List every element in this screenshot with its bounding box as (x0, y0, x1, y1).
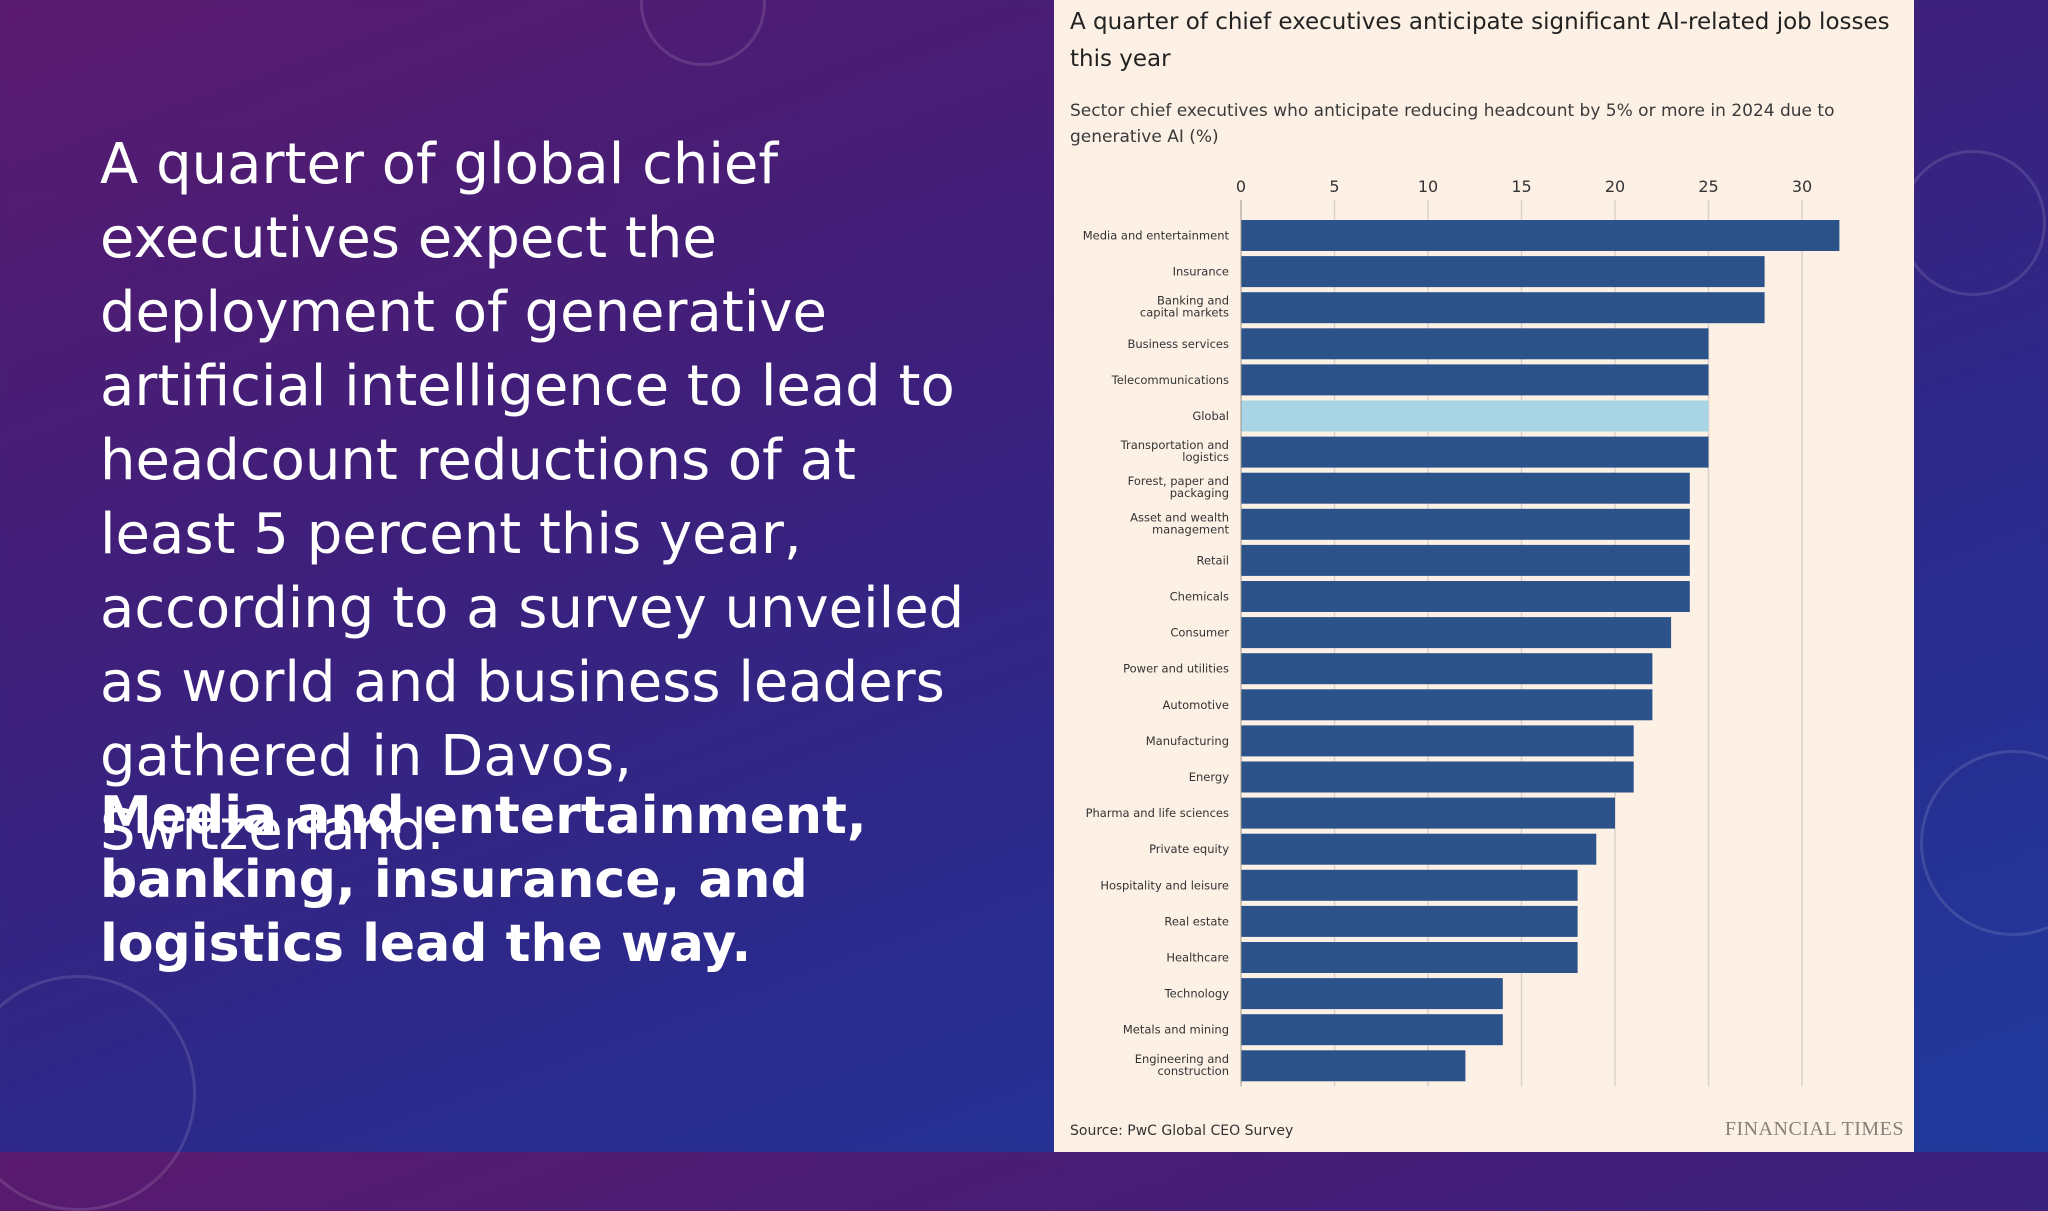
x-tick-label: 0 (1236, 177, 1246, 196)
bar (1241, 472, 1690, 504)
bar (1241, 978, 1503, 1010)
chart-subtitle: Sector chief executives who anticipate r… (1070, 101, 1835, 147)
bar (1241, 220, 1840, 251)
category-label: Hospitality and leisure (1100, 878, 1229, 892)
bar (1241, 869, 1578, 901)
category-label: Automotive (1162, 698, 1229, 712)
bar (1241, 364, 1709, 396)
category-label: Chemicals (1170, 590, 1229, 604)
x-tick-label: 10 (1418, 177, 1438, 196)
slide-body-text: A quarter of global chief executives exp… (100, 132, 965, 863)
category-label: Energy (1189, 770, 1229, 784)
bar (1241, 292, 1765, 324)
x-tick-label: 25 (1698, 177, 1718, 196)
category-label: Real estate (1164, 914, 1229, 928)
x-tick-label: 5 (1329, 177, 1339, 196)
category-label: Transportation and logistics (1120, 438, 1229, 464)
category-label: Private equity (1149, 842, 1229, 856)
bar-highlight (1241, 400, 1709, 432)
category-label: Global (1192, 409, 1229, 423)
bar (1241, 942, 1578, 973)
decorative-circle-right-top (1900, 150, 2046, 296)
bar-chart: 0 5 10 15 20 25 30 Media and entertainment Insur… (1083, 177, 1840, 1087)
category-label: Insurance (1173, 265, 1229, 279)
x-tick-label: 20 (1605, 177, 1625, 196)
brand-logo: FINANCIAL TIMES (1724, 1118, 1904, 1140)
bar (1241, 1050, 1466, 1082)
chart-title: A quarter of chief executives anticipate… (1070, 9, 1890, 72)
category-label: Metals and mining (1123, 1023, 1229, 1037)
bar (1241, 725, 1634, 757)
decorative-circle-top (640, 0, 766, 66)
decorative-circle-right-bottom (1920, 750, 2048, 936)
category-label: Engineering and construction (1135, 1052, 1229, 1078)
category-label: Banking and capital markets (1140, 294, 1229, 320)
category-label: Pharma and life sciences (1086, 806, 1229, 820)
chart-source: Source: PwC Global CEO Survey (1070, 1123, 1294, 1139)
category-label: Media and entertainment (1083, 229, 1230, 243)
bar (1241, 797, 1615, 829)
category-label: Retail (1197, 553, 1230, 567)
category-label: Manufacturing (1146, 734, 1229, 748)
category-label: Consumer (1170, 626, 1229, 640)
category-label: Power and utilities (1123, 662, 1229, 676)
bar (1241, 544, 1690, 576)
bar (1241, 1014, 1503, 1046)
category-label: Asset and wealth management (1130, 510, 1229, 536)
category-label: Technology (1164, 987, 1230, 1001)
slide-highlight-text: Media and entertainment, banking, insura… (100, 786, 867, 974)
bar (1241, 833, 1597, 865)
bar (1241, 508, 1690, 540)
category-label: Telecommunications (1111, 373, 1229, 387)
bar (1241, 581, 1690, 612)
category-label: Business services (1127, 337, 1229, 351)
category-label: Forest, paper and packaging (1128, 474, 1229, 500)
bar (1241, 653, 1653, 685)
bar (1241, 436, 1709, 468)
bar (1241, 689, 1653, 721)
bar (1241, 328, 1709, 360)
bar (1241, 256, 1765, 288)
category-label: Healthcare (1166, 951, 1229, 965)
bar (1241, 761, 1634, 793)
decorative-circle-bottom-left (0, 975, 196, 1211)
chart-panel: A quarter of chief executives anticipate… (1054, 0, 1914, 1152)
bar (1241, 905, 1578, 937)
bar (1241, 617, 1672, 649)
x-tick-label: 30 (1792, 177, 1812, 196)
x-tick-label: 15 (1511, 177, 1531, 196)
